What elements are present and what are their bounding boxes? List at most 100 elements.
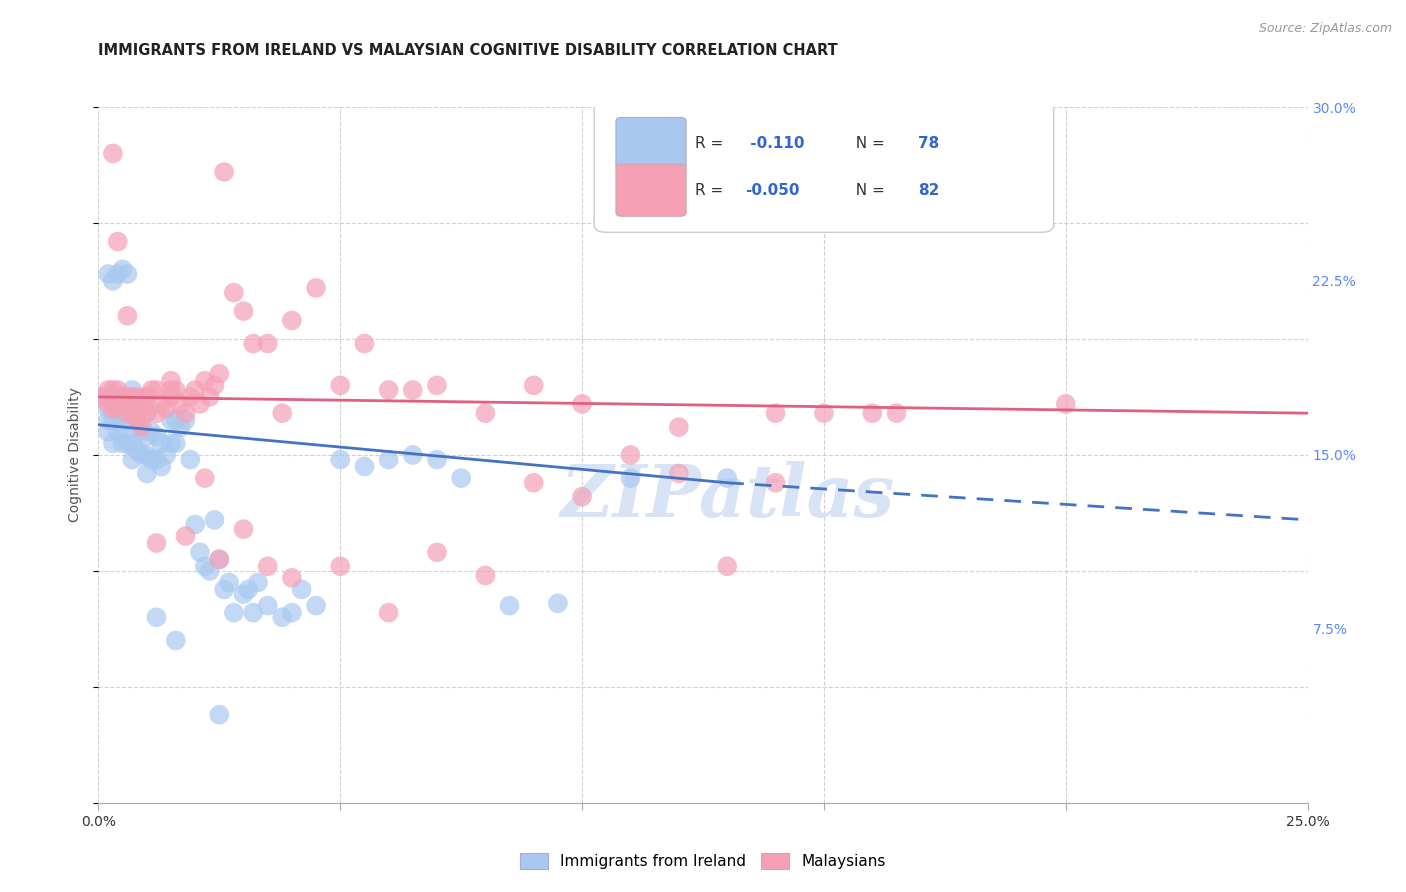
Point (450, 471, 472, 485)
Text: 78: 78 (918, 136, 939, 151)
Text: N =: N = (845, 136, 890, 151)
Point (571, 397, 593, 411)
Point (127, 443, 149, 458)
Point (150, 397, 173, 411)
Point (232, 522, 254, 536)
Point (281, 571, 304, 585)
Point (145, 536, 167, 550)
Point (101, 274, 124, 288)
Point (121, 452, 143, 467)
Point (155, 448, 177, 462)
Point (188, 545, 211, 559)
Point (242, 336, 264, 351)
Point (305, 599, 328, 613)
Point (127, 420, 149, 434)
Point (377, 383, 399, 397)
Point (619, 471, 641, 485)
Point (290, 582, 312, 597)
Point (131, 420, 153, 434)
Point (160, 413, 183, 427)
Point (523, 475, 546, 490)
Point (271, 406, 294, 420)
Point (232, 587, 254, 601)
Point (765, 406, 787, 420)
Point (281, 313, 304, 327)
Point (165, 436, 187, 450)
Point (107, 401, 129, 416)
Point (523, 378, 546, 392)
Point (97, 267, 120, 281)
Point (426, 545, 449, 559)
Legend: Immigrants from Ireland, Malaysians: Immigrants from Ireland, Malaysians (515, 847, 891, 875)
Point (135, 448, 157, 462)
Point (117, 309, 139, 323)
Point (101, 383, 124, 397)
Point (208, 367, 231, 381)
Point (305, 281, 328, 295)
Point (117, 406, 139, 420)
Point (198, 564, 221, 578)
Point (184, 517, 207, 532)
Point (121, 390, 143, 404)
Point (1054, 397, 1077, 411)
Text: N =: N = (845, 183, 890, 198)
Point (174, 413, 197, 427)
Point (238, 582, 260, 597)
Point (135, 390, 157, 404)
Point (619, 448, 641, 462)
Point (179, 452, 201, 467)
Point (135, 467, 157, 481)
Point (107, 397, 129, 411)
Point (353, 336, 375, 351)
Point (127, 390, 149, 404)
Point (813, 406, 835, 420)
Point (121, 436, 143, 450)
Point (194, 471, 217, 485)
Point (150, 459, 173, 474)
Point (402, 448, 425, 462)
Point (232, 304, 254, 318)
Point (121, 406, 143, 420)
Point (353, 459, 375, 474)
Point (222, 285, 245, 300)
Point (135, 406, 157, 420)
Point (271, 610, 294, 624)
Point (329, 559, 352, 574)
Point (131, 425, 153, 439)
Point (426, 378, 449, 392)
Point (194, 374, 217, 388)
Point (107, 267, 129, 281)
Point (242, 606, 264, 620)
Point (145, 429, 167, 443)
Point (169, 420, 191, 434)
Point (135, 390, 157, 404)
Point (97, 397, 120, 411)
Point (184, 383, 207, 397)
Point (160, 383, 183, 397)
Point (107, 406, 129, 420)
Point (329, 452, 352, 467)
Point (426, 452, 449, 467)
Point (111, 397, 134, 411)
Point (474, 568, 496, 582)
Point (377, 452, 399, 467)
Point (145, 452, 167, 467)
Point (174, 529, 197, 543)
Point (256, 559, 278, 574)
Point (571, 490, 593, 504)
Point (127, 406, 149, 420)
Point (860, 406, 883, 420)
Point (101, 413, 124, 427)
Point (97, 425, 120, 439)
Point (668, 420, 690, 434)
Point (135, 429, 157, 443)
Point (165, 633, 187, 648)
Point (145, 406, 167, 420)
Point (256, 599, 278, 613)
Point (107, 235, 129, 249)
Point (212, 582, 235, 597)
Point (204, 513, 226, 527)
Point (111, 401, 134, 416)
Point (117, 413, 139, 427)
Point (117, 390, 139, 404)
